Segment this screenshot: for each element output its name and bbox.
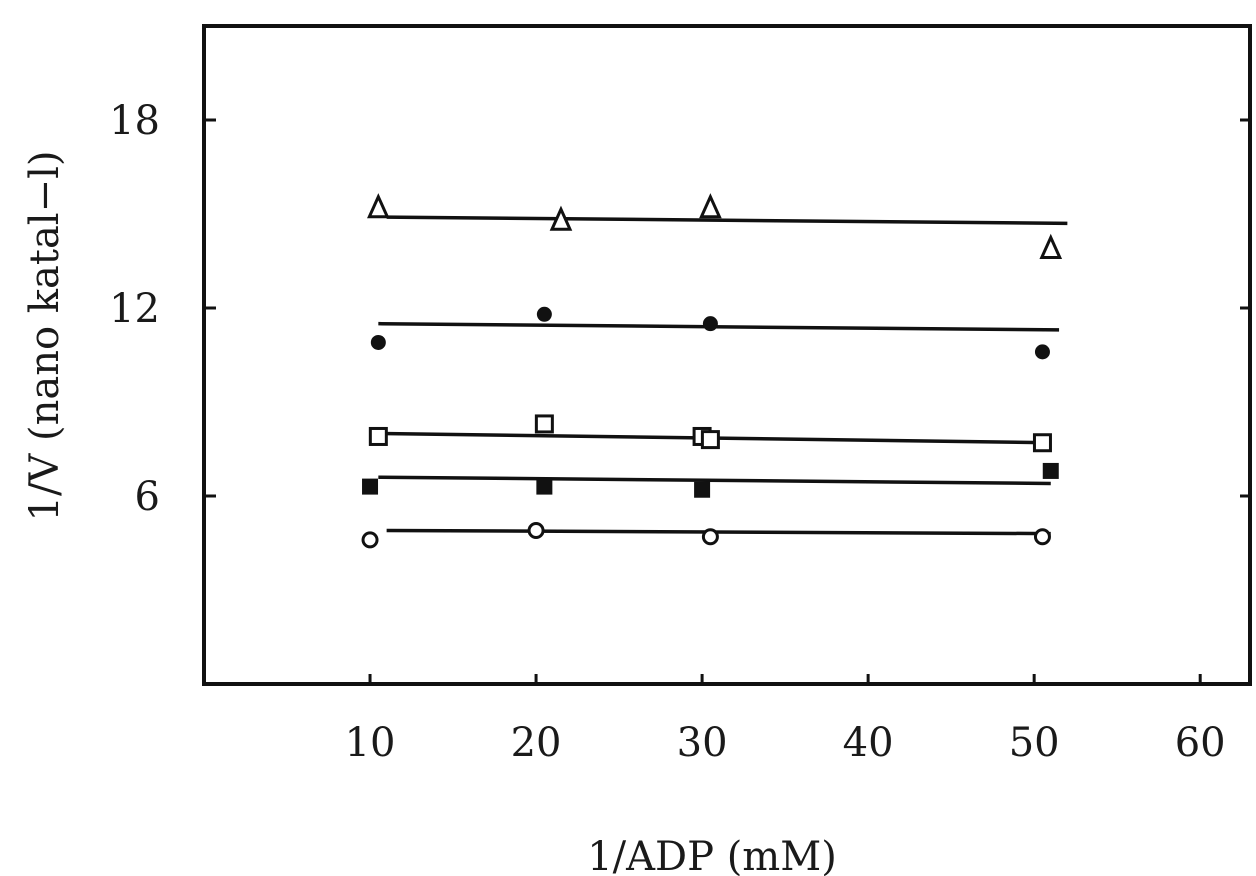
- open-square-point-2: [534, 414, 554, 434]
- fit-line-open-triangle: [386, 215, 1068, 226]
- filled-square-point-4: [1042, 462, 1059, 479]
- x-tick-label-20: 20: [511, 720, 562, 766]
- filled-circle-point-1: [370, 334, 386, 350]
- open-circle-point-4: [1033, 528, 1051, 546]
- x-tick-label-50: 50: [1009, 720, 1060, 766]
- open-triangle-point-2: [549, 205, 573, 231]
- open-triangle-point-4: [1039, 233, 1063, 259]
- y-tick-label-6: 6: [135, 474, 160, 520]
- filled-square-point-1: [362, 478, 379, 495]
- fit-line-filled-square: [378, 475, 1051, 486]
- filled-circle-point-4: [1034, 344, 1050, 360]
- x-tick-label-60: 60: [1175, 720, 1226, 766]
- open-triangle-point-1: [367, 193, 390, 219]
- filled-square-point-3: [694, 481, 711, 498]
- y-tick-label-12: 12: [109, 286, 160, 332]
- x-axis-ticks: 10 20 30 40 50 60: [345, 674, 1226, 766]
- y-axis-ticks: 6 12 18: [109, 98, 1250, 520]
- y-tick-label-18: 18: [109, 98, 160, 144]
- open-circle-point-3: [701, 528, 719, 546]
- open-square-point-1: [368, 426, 388, 446]
- plot-frame: [202, 24, 1252, 686]
- open-square-point-4: [700, 430, 720, 450]
- open-square-point-5: [1032, 433, 1052, 453]
- x-tick-label-10: 10: [345, 720, 396, 766]
- open-circle-point-1: [361, 531, 379, 549]
- data-points: [361, 193, 1063, 549]
- x-tick-label-40: 40: [843, 720, 894, 766]
- filled-circle-point-2: [536, 306, 552, 322]
- fit-lines: [370, 215, 1068, 536]
- open-circle-point-2: [527, 521, 545, 539]
- fit-line-filled-circle: [378, 321, 1060, 332]
- x-axis-label: 1/ADP (mM): [587, 834, 837, 876]
- y-axis-label: 1/V (nano katal−l): [22, 150, 68, 521]
- filled-circle-point-3: [702, 316, 718, 332]
- filled-square-point-2: [536, 478, 553, 495]
- x-tick-label-30: 30: [677, 720, 728, 766]
- fit-line-open-circle: [386, 528, 1051, 536]
- open-triangle-point-3: [699, 193, 722, 219]
